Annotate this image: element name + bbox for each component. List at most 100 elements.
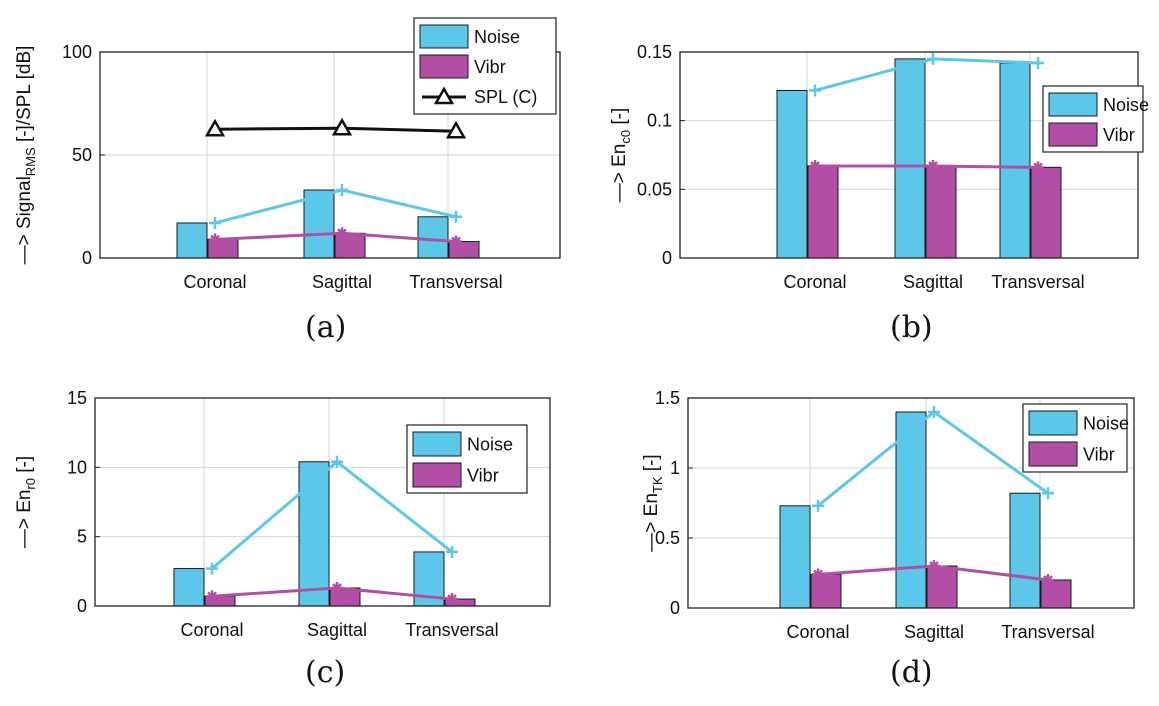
legend-label: Vibr — [1103, 125, 1135, 145]
legend-swatch-vibr — [412, 462, 462, 488]
marker-noise — [809, 84, 821, 97]
y-tick-label: 0.5 — [655, 528, 680, 548]
legend-swatch-vibr — [1048, 122, 1098, 147]
x-tick-label: Transversal — [409, 272, 502, 292]
x-tick-label: Sagittal — [312, 272, 372, 292]
legend-swatch-noise — [412, 431, 462, 457]
panel-label-a: (a) — [305, 310, 347, 345]
chart-a: 0 50 100 Coronal Sagittal Transversal —> Signa… — [14, 17, 561, 292]
marker-noise — [1042, 487, 1054, 500]
marker-noise — [209, 216, 221, 229]
line-vibr — [815, 164, 1039, 169]
legend-label: Noise — [467, 435, 513, 455]
legend-swatch-vibr — [419, 54, 469, 79]
legend-label: Vibr — [1083, 445, 1115, 465]
panel-label-d: (d) — [890, 655, 933, 690]
x-tick-label: Coronal — [183, 272, 246, 292]
y-tick-label: 5 — [77, 527, 87, 547]
marker-vibr — [331, 581, 343, 594]
legend-swatch-noise — [1048, 92, 1098, 117]
marker-noise — [446, 545, 458, 558]
y-tick-label: 10 — [67, 457, 87, 477]
legend: Noise Vibr — [406, 424, 528, 494]
marker-vibr — [336, 227, 348, 240]
marker-vibr — [1042, 574, 1054, 586]
y-tick-label: 1 — [670, 458, 680, 478]
y-axis-label: —> Enc0 [-] — [609, 108, 633, 203]
bar-vibr-sagittal — [925, 165, 957, 259]
x-tick-label: Sagittal — [903, 272, 963, 292]
y-tick-label: 1.5 — [655, 388, 680, 408]
marker-vibr — [809, 159, 821, 172]
bar-noise-transversal — [999, 62, 1031, 259]
marker-vibr — [1032, 161, 1044, 174]
y-tick-label: 0.05 — [637, 179, 672, 199]
marker-vibr — [450, 235, 462, 248]
marker-noise — [331, 455, 343, 468]
legend-marker-spl — [433, 86, 455, 105]
panel-label-b: (b) — [890, 310, 933, 345]
bar-noise-sagittal — [894, 58, 926, 259]
y-tick-label: 0 — [670, 598, 680, 618]
legend: Noise Vibr — [1042, 85, 1149, 153]
y-tick-label: 15 — [67, 388, 87, 408]
y-tick-label: 0 — [82, 248, 92, 268]
marker-noise — [206, 562, 218, 575]
marker-vibr — [928, 560, 940, 572]
bar-noise-coronal — [776, 89, 808, 259]
bar-noise-coronal — [176, 222, 208, 259]
axes-box — [679, 51, 1139, 259]
y-tick-label: 0 — [77, 596, 87, 616]
marker-noise — [450, 210, 462, 223]
axes-box — [94, 397, 551, 607]
x-tick-label: Coronal — [786, 622, 849, 642]
bar-noise-transversal — [417, 216, 449, 259]
legend: Noise Vibr SPL (C) — [413, 17, 557, 115]
panel-label-c: (c) — [305, 655, 346, 690]
bar-vibr-sagittal — [926, 565, 958, 609]
chart-d: 0 0.5 1 1.5 Coronal Sagittal Transversal —> EnT… — [641, 388, 1135, 642]
y-tick-label: 0.15 — [637, 42, 672, 62]
y-axis-label: —> EnTK [-] — [641, 454, 665, 551]
y-tick-label: 50 — [72, 145, 92, 165]
bar-noise-coronal — [779, 505, 811, 609]
bar-vibr-coronal — [810, 573, 842, 609]
marker-vibr — [206, 590, 218, 603]
marker-noise — [812, 499, 824, 512]
marker-vibr — [446, 593, 458, 606]
axes-box — [687, 397, 1135, 609]
y-axis-label: —> Enr0 [-] — [14, 456, 38, 548]
legend-label: Vibr — [467, 466, 499, 486]
chart-c: 0 5 10 15 Coronal Sagittal Transversal —> Enr0 … — [14, 388, 551, 640]
bar-noise-coronal — [173, 568, 205, 607]
x-tick-label: Coronal — [180, 620, 243, 640]
marker-spl — [445, 120, 467, 139]
x-tick-label: Transversal — [1001, 622, 1094, 642]
bar-vibr-transversal — [1030, 166, 1062, 259]
legend-label: SPL (C) — [474, 87, 537, 107]
marker-spl — [331, 117, 353, 136]
legend-label: Noise — [474, 27, 520, 47]
marker-noise — [1032, 56, 1044, 69]
marker-vibr — [812, 568, 824, 581]
x-tick-label: Transversal — [991, 272, 1084, 292]
bar-noise-sagittal — [298, 461, 330, 607]
bar-noise-sagittal — [895, 411, 927, 609]
x-tick-label: Transversal — [405, 620, 498, 640]
marker-noise — [928, 406, 940, 418]
legend-label: Noise — [1103, 95, 1149, 115]
bar-noise-transversal — [1009, 492, 1041, 609]
legend-swatch-vibr — [1028, 441, 1078, 467]
y-tick-label: 0.1 — [647, 111, 672, 131]
marker-vibr — [927, 159, 939, 172]
marker-noise — [336, 184, 348, 197]
bar-vibr-coronal — [807, 165, 839, 259]
bar-vibr-transversal — [1040, 579, 1072, 609]
legend-label: Vibr — [474, 57, 506, 77]
legend-swatch-noise — [419, 24, 469, 49]
marker-vibr — [209, 233, 221, 246]
y-tick-label: 100 — [62, 42, 92, 62]
chart-b: 0 0.05 0.1 0.15 Coronal Sagittal Transversal —>… — [609, 42, 1149, 292]
marker-noise — [927, 52, 939, 65]
